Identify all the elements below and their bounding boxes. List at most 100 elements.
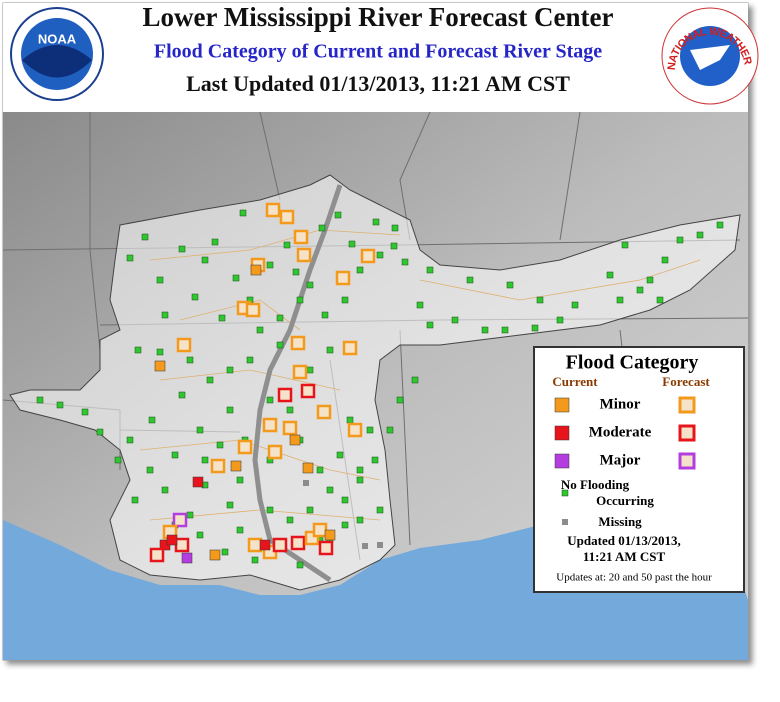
- gauge-forecast: [312, 522, 328, 538]
- gauge-no-flood: [218, 314, 226, 322]
- legend-column: Current: [552, 374, 598, 389]
- gauge-no-flood: [201, 256, 209, 264]
- gauges: [36, 202, 724, 569]
- gauge-current: [289, 434, 301, 446]
- gauge-forecast: [347, 422, 363, 438]
- gauge-forecast: [335, 270, 351, 286]
- gauge-no-flood: [346, 416, 354, 424]
- gauge-no-flood: [348, 240, 356, 248]
- gauge-no-flood: [256, 326, 264, 334]
- gauge-forecast: [277, 387, 293, 403]
- gauge-no-flood: [336, 451, 344, 459]
- gauge-no-flood: [211, 238, 219, 246]
- noaa-bird: [22, 45, 92, 78]
- gauge-no-flood: [466, 276, 474, 284]
- gauge-forecast: [272, 537, 288, 553]
- gauge-forecast: [176, 337, 192, 353]
- gauge-no-flood: [236, 476, 244, 484]
- gauge-forecast: [265, 202, 281, 218]
- legend-forecast-swatch: [678, 424, 696, 442]
- legend-current-swatch: [554, 453, 570, 469]
- gauge-no-flood: [426, 321, 434, 329]
- gauge-no-flood: [114, 456, 122, 464]
- legend-no-flood-swatch: [561, 489, 569, 497]
- gauge-forecast: [316, 404, 332, 420]
- legend-forecast-swatch: [678, 452, 696, 470]
- gauge-no-flood: [196, 531, 204, 539]
- gauge-no-flood: [606, 271, 614, 279]
- gauge-current: [250, 264, 262, 276]
- gauge-no-flood: [178, 245, 186, 253]
- gauge-current: [166, 534, 178, 546]
- gauge-forecast: [318, 540, 334, 556]
- gauge-no-flood: [306, 366, 314, 374]
- legend-column: Forecast: [662, 374, 710, 389]
- gauge-no-flood: [156, 348, 164, 356]
- gauge-no-flood: [371, 456, 379, 464]
- legend-category: Minor: [600, 396, 641, 412]
- gauge-no-flood: [636, 286, 644, 294]
- gauge-no-flood: [416, 301, 424, 309]
- gauge-no-flood: [621, 241, 629, 249]
- gauge-no-flood: [318, 224, 326, 232]
- gauge-no-flood: [506, 281, 514, 289]
- gauge-no-flood: [191, 293, 199, 301]
- gauge-no-flood: [376, 251, 384, 259]
- gauge-no-flood: [341, 521, 349, 529]
- gauge-no-flood: [161, 486, 169, 494]
- gauge-no-flood: [239, 209, 247, 217]
- gauge-no-flood: [306, 506, 314, 514]
- gauge-current: [259, 539, 271, 551]
- gauge-no-flood: [226, 501, 234, 509]
- last-updated: Last Updated 01/13/2013, 11:21 AM CST: [186, 71, 570, 96]
- gauge-no-flood: [341, 496, 349, 504]
- gauge-forecast: [237, 439, 253, 455]
- gauge-no-flood: [221, 548, 229, 556]
- gauge-forecast: [292, 364, 308, 380]
- gauge-no-flood: [376, 506, 384, 514]
- gauge-current: [324, 529, 336, 541]
- legend: Flood Category Current Forecast No Flood…: [533, 346, 745, 593]
- gauge-no-flood: [178, 391, 186, 399]
- gauge-forecast: [245, 302, 261, 318]
- gauge-no-flood: [36, 396, 44, 404]
- gauge-current: [230, 460, 242, 472]
- gauge-no-flood: [81, 408, 89, 416]
- gauge-no-flood: [126, 436, 134, 444]
- gauge-forecast: [342, 340, 358, 356]
- gauge-no-flood: [201, 456, 209, 464]
- gauge-no-flood: [266, 396, 274, 404]
- gauge-no-flood: [366, 426, 374, 434]
- gauge-current: [181, 552, 193, 564]
- gauge-no-flood: [161, 311, 169, 319]
- gauge-no-flood: [386, 426, 394, 434]
- legend-missing: Missing: [598, 514, 642, 529]
- gauge-missing: [377, 542, 383, 548]
- gauge-no-flood: [276, 314, 284, 322]
- gauge-forecast: [174, 537, 190, 553]
- gauge-no-flood: [390, 242, 398, 250]
- gauge-forecast: [293, 229, 309, 245]
- gauge-no-flood: [246, 356, 254, 364]
- gauge-no-flood: [372, 218, 380, 226]
- gauge-no-flood: [531, 324, 539, 332]
- gauge-no-flood: [236, 526, 244, 534]
- gauge-no-flood: [296, 296, 304, 304]
- legend-missing-swatch: [562, 519, 568, 525]
- gauge-no-flood: [266, 506, 274, 514]
- gauge-no-flood: [292, 268, 300, 276]
- gauge-no-flood: [451, 316, 459, 324]
- gauge-no-flood: [148, 416, 156, 424]
- gauge-no-flood: [356, 466, 364, 474]
- gauge-no-flood: [216, 441, 224, 449]
- gauge-forecast: [290, 535, 306, 551]
- gauge-no-flood: [296, 561, 304, 569]
- gauge-no-flood: [283, 241, 291, 249]
- gauge-no-flood: [696, 231, 704, 239]
- gauge-no-flood: [146, 466, 154, 474]
- gauge-no-flood: [226, 366, 234, 374]
- legend-no-flood: No Flooding: [561, 477, 630, 492]
- gauge-no-flood: [156, 276, 164, 284]
- gauge-no-flood: [141, 233, 149, 241]
- legend-box: [533, 346, 745, 593]
